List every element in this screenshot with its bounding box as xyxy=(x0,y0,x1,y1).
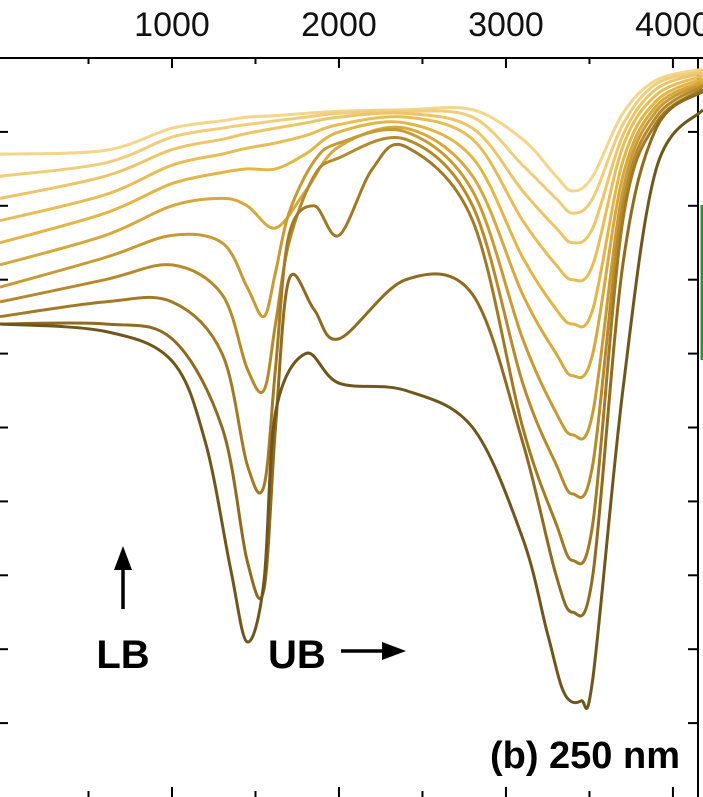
series-line-10 xyxy=(0,90,703,618)
ub-arrow-head xyxy=(382,642,406,660)
x-tick-label: 4000 xyxy=(635,6,703,44)
series-line-2 xyxy=(0,69,703,215)
series-line-4 xyxy=(0,74,703,283)
panel-title: (b) 250 nm xyxy=(490,735,680,777)
series-line-11 xyxy=(0,108,703,710)
series-line-7 xyxy=(0,82,703,441)
lb-label: LB xyxy=(96,633,149,677)
ub-annotation: UB xyxy=(268,633,406,677)
series-line-8 xyxy=(0,84,703,499)
series-line-9 xyxy=(0,87,703,566)
lb-annotation: LB xyxy=(96,546,150,677)
x-tick-label: 2000 xyxy=(301,6,377,44)
series-line-1 xyxy=(0,67,703,193)
x-tick-labels: 1000 2000 3000 4000 xyxy=(134,6,703,44)
lb-arrow-head xyxy=(114,546,132,570)
ub-label: UB xyxy=(268,633,326,677)
series-line-3 xyxy=(0,71,703,245)
x-tick-label: 1000 xyxy=(134,6,210,44)
series-group xyxy=(0,67,703,710)
series-line-6 xyxy=(0,80,703,380)
axis-ticks xyxy=(0,58,698,797)
x-tick-label: 3000 xyxy=(468,6,544,44)
series-line-5 xyxy=(0,77,703,329)
